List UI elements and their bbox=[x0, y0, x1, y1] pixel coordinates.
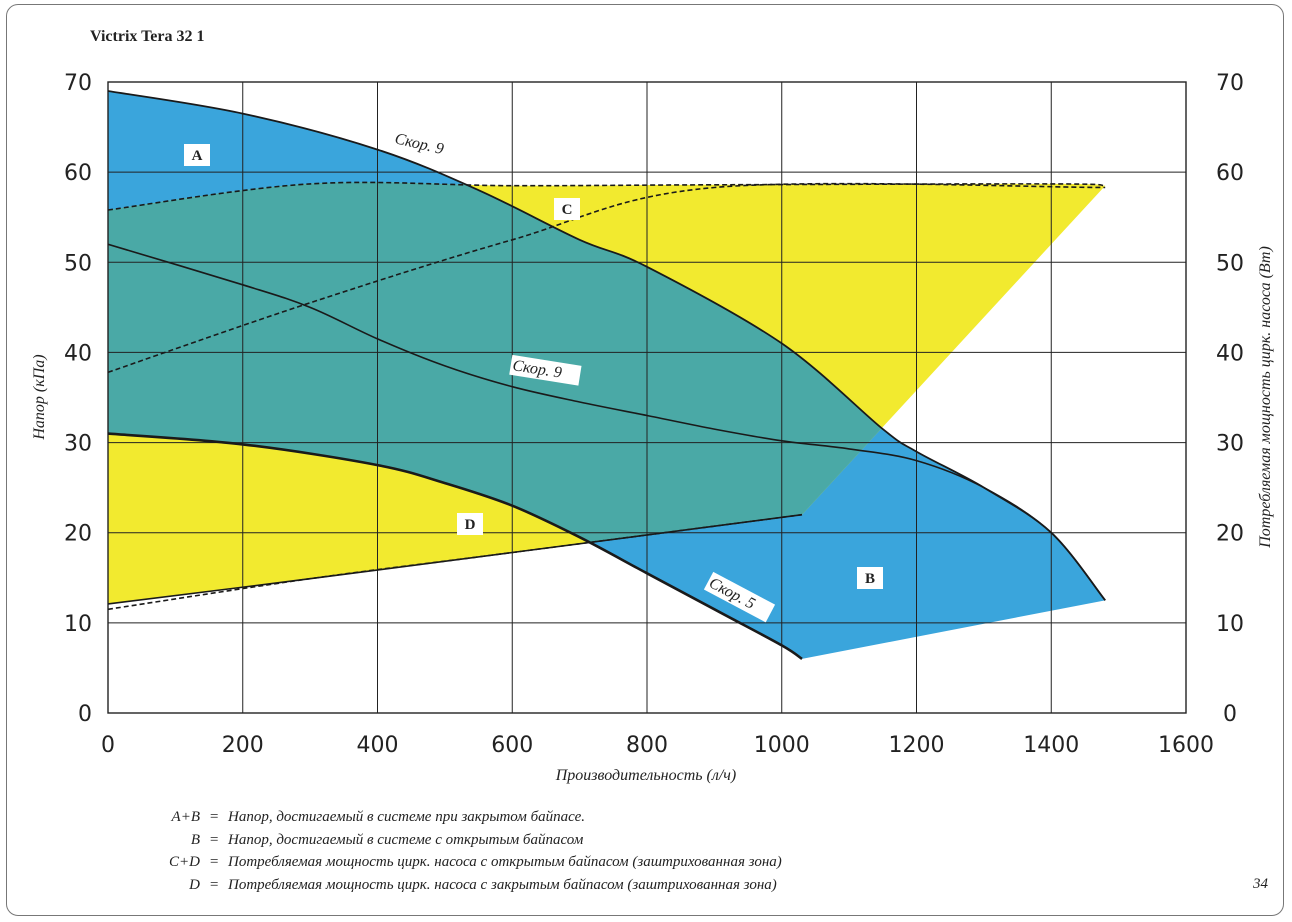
x-tick-label: 1000 bbox=[754, 733, 810, 758]
zone-tag-c: C bbox=[562, 202, 573, 218]
x-tick-label: 1400 bbox=[1023, 733, 1079, 758]
curve-label-group: Скор. 9 bbox=[393, 130, 445, 158]
legend-text: Потребляемая мощность цирк. насоса с отк… bbox=[228, 854, 782, 870]
y-tick-label: 30 bbox=[64, 432, 92, 457]
legend-text: Напор, достигаемый в системе при закрыто… bbox=[228, 809, 585, 825]
zone-tag-box bbox=[184, 144, 210, 166]
legend-row: B = Напор, достигаемый в системе с открыты… bbox=[100, 829, 782, 852]
curve-head-speed9-open bbox=[108, 243, 1106, 601]
curve-power-speed9-open bbox=[108, 181, 1106, 211]
curve-power-speed5-closed bbox=[108, 513, 803, 611]
legend-row: C+D = Потребляемая мощность цирк. насоса с… bbox=[100, 851, 782, 874]
y2-tick-label: 60 bbox=[1216, 161, 1244, 186]
x-tick-label: 1600 bbox=[1158, 733, 1214, 758]
legend-key: B bbox=[190, 831, 200, 848]
x-tick-label: 1200 bbox=[889, 733, 945, 758]
legend-equals: = bbox=[208, 876, 220, 893]
y-tick-label: 70 bbox=[64, 71, 92, 96]
y-tick-label: 50 bbox=[64, 251, 92, 276]
zone-tag-a: A bbox=[192, 148, 203, 164]
y-tick-label: 10 bbox=[64, 612, 92, 637]
zone-tag-box bbox=[857, 567, 883, 589]
legend: A+B = Напор, достигаемый в системе при зак… bbox=[100, 806, 782, 896]
curve-label-bg bbox=[703, 571, 776, 623]
plot-border bbox=[107, 81, 1187, 714]
y2-tick-label: 70 bbox=[1216, 71, 1244, 96]
legend-row: A+B = Напор, достигаемый в системе при зак… bbox=[100, 806, 782, 829]
curve-head-speed5 bbox=[108, 432, 803, 660]
y2-tick-label: 20 bbox=[1216, 522, 1244, 547]
curve-label: Скор. 9 bbox=[393, 130, 445, 158]
y-tick-label: 60 bbox=[64, 161, 92, 186]
y2-tick-label: 50 bbox=[1216, 251, 1244, 276]
x-tick-label: 600 bbox=[491, 733, 533, 758]
legend-key: C+D bbox=[169, 854, 200, 870]
legend-equals: = bbox=[208, 831, 220, 848]
curve-power-speed9-closed bbox=[108, 182, 1106, 374]
y-axis-title: Напор (кПа) bbox=[31, 354, 48, 440]
legend-text: Напор, достигаемый в системе с открытым … bbox=[228, 831, 584, 848]
legend-text: Потребляемая мощность цирк. насоса с зак… bbox=[228, 876, 777, 893]
legend-equals: = bbox=[208, 854, 220, 870]
y-tick-label: 0 bbox=[78, 702, 92, 727]
y2-tick-label: 40 bbox=[1216, 341, 1244, 366]
x-axis-title: Производительность (л/ч) bbox=[555, 767, 737, 784]
x-tick-label: 0 bbox=[101, 733, 115, 758]
legend-row: D = Потребляемая мощность цирк. насоса с з… bbox=[100, 874, 782, 897]
zone-tag-box bbox=[457, 513, 483, 535]
zone-tag-box bbox=[554, 198, 580, 220]
y2-tick-label: 10 bbox=[1216, 612, 1244, 637]
legend-equals: = bbox=[208, 809, 220, 825]
y-tick-label: 20 bbox=[64, 522, 92, 547]
zone-tag-b: B bbox=[865, 571, 875, 587]
x-tick-label: 200 bbox=[222, 733, 264, 758]
y-tick-label: 40 bbox=[64, 341, 92, 366]
x-tick-label: 800 bbox=[626, 733, 668, 758]
y2-tick-label: 0 bbox=[1223, 702, 1237, 727]
figure-frame bbox=[6, 4, 1284, 916]
y2-tick-label: 30 bbox=[1216, 432, 1244, 457]
curve-label-bg bbox=[509, 354, 582, 386]
chart-title: Victrix Tera 32 1 bbox=[90, 28, 205, 45]
y2-axis-title: Потребляемая мощность цирк. насоса (Вт) bbox=[1257, 246, 1274, 549]
page-number: 34 bbox=[1253, 876, 1268, 892]
legend-key: A+B bbox=[171, 809, 200, 825]
x-tick-label: 400 bbox=[357, 733, 399, 758]
legend-key: D bbox=[189, 876, 200, 893]
zone-tag-d: D bbox=[465, 517, 476, 533]
